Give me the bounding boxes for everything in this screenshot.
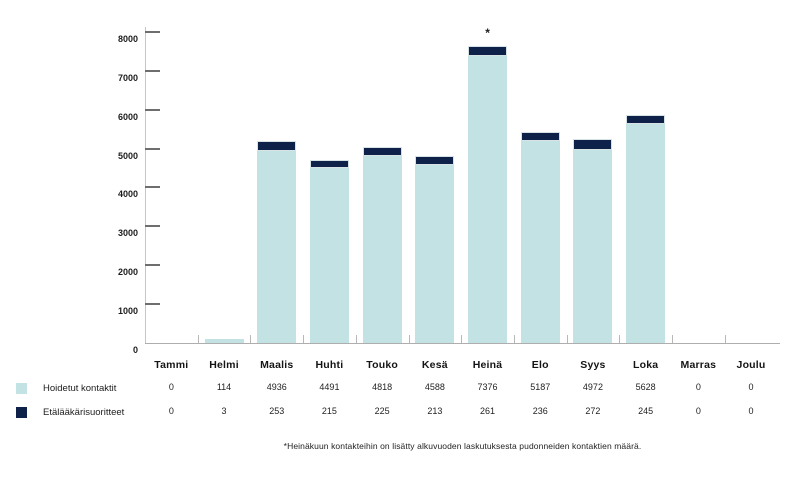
bar-segment-etalaakarisuoritteet: [362, 146, 402, 156]
y-axis-tick: [145, 225, 160, 228]
bar-segment-hoidetut-kontaktit: [362, 155, 402, 343]
table-cell-hoidetut-kontaktit: 4972: [582, 382, 603, 392]
table-cell-etalaakarisuoritteet: 225: [374, 406, 390, 416]
x-axis-line: [145, 343, 780, 344]
bar-segment-hoidetut-kontaktit: [309, 168, 349, 343]
y-axis-tick-label: 0: [132, 345, 138, 355]
y-axis-tick-label: 7000: [117, 72, 138, 83]
x-axis-tick: [197, 335, 199, 343]
x-axis-tick: [724, 335, 726, 343]
bar-segment-etalaakarisuoritteet: [257, 141, 297, 152]
x-axis-tick: [672, 335, 673, 343]
y-axis-tick: [145, 147, 160, 150]
x-axis-tick: [619, 335, 621, 343]
legend-label-etalaakarisuoritteet: Etälääkärisuoritteet: [43, 407, 125, 418]
bar-segment-hoidetut-kontaktit: [257, 151, 297, 343]
bar-segment-hoidetut-kontaktit: [204, 338, 244, 343]
table-cell-hoidetut-kontaktit: 114: [216, 382, 232, 392]
y-axis-tick: [145, 108, 160, 111]
table-cell-etalaakarisuoritteet: 3: [221, 406, 227, 416]
bar-segment-etalaakarisuoritteet: [468, 46, 508, 57]
table-cell-etalaakarisuoritteet: 236: [532, 406, 548, 416]
x-axis-tick: [461, 335, 463, 343]
bar-annotation-asterisk: *: [485, 26, 490, 41]
table-cell-etalaakarisuoritteet: 213: [427, 406, 443, 416]
table-cell-etalaakarisuoritteet: 253: [269, 406, 285, 416]
bar-segment-hoidetut-kontaktit: [573, 149, 613, 343]
x-axis-label: Joulu: [736, 359, 766, 371]
y-axis-tick-label: 5000: [117, 150, 138, 161]
y-axis-line: [145, 27, 146, 343]
x-axis-tick: [250, 335, 252, 343]
bar-segment-hoidetut-kontaktit: [520, 141, 560, 343]
table-cell-etalaakarisuoritteet: 245: [638, 406, 654, 416]
y-axis-tick-label: 1000: [117, 306, 138, 317]
x-axis-label: Huhti: [315, 359, 344, 371]
x-axis-label: Kesä: [421, 359, 448, 371]
bar-segment-etalaakarisuoritteet: [573, 139, 613, 150]
y-axis-tick-label: 2000: [117, 267, 138, 278]
table-cell-hoidetut-kontaktit: 5187: [530, 382, 551, 392]
legend-swatch-hoidetut-kontaktit: [16, 383, 27, 394]
table-cell-etalaakarisuoritteet: 0: [168, 406, 174, 416]
x-axis-label: Helmi: [209, 359, 239, 371]
x-axis-label: Maalis: [260, 359, 294, 371]
table-cell-hoidetut-kontaktit: 0: [748, 382, 754, 392]
y-axis-tick: [145, 69, 160, 72]
legend-swatch-etalaakarisuoritteet: [16, 407, 27, 418]
x-axis-label: Marras: [680, 359, 717, 371]
x-axis-tick: [513, 335, 515, 343]
table-cell-hoidetut-kontaktit: 4588: [424, 382, 445, 392]
y-axis-tick-label: 6000: [117, 111, 138, 122]
table-cell-etalaakarisuoritteet: 261: [480, 406, 496, 416]
x-axis-label: Loka: [632, 359, 659, 371]
bar-segment-etalaakarisuoritteet: [309, 160, 349, 169]
table-cell-hoidetut-kontaktit: 4818: [372, 382, 393, 392]
x-axis-tick: [408, 335, 410, 343]
x-axis-tick: [566, 335, 568, 343]
table-cell-etalaakarisuoritteet: 0: [695, 406, 701, 416]
table-cell-hoidetut-kontaktit: 5628: [635, 382, 656, 392]
x-axis-label: Heinä: [472, 359, 503, 371]
legend-label-hoidetut-kontaktit: Hoidetut kontaktit: [43, 383, 117, 394]
y-axis-tick-label: 8000: [117, 33, 138, 44]
table-cell-etalaakarisuoritteet: 272: [585, 406, 601, 416]
x-axis-label: Elo: [531, 359, 549, 371]
x-axis-tick: [355, 335, 357, 343]
x-axis-label: Touko: [366, 359, 398, 371]
y-axis-tick-label: 3000: [117, 228, 138, 239]
x-axis-tick: [303, 335, 305, 343]
bar-segment-hoidetut-kontaktit: [468, 56, 508, 343]
bar-segment-etalaakarisuoritteet: [415, 156, 455, 165]
table-cell-hoidetut-kontaktit: 0: [695, 382, 701, 392]
table-cell-hoidetut-kontaktit: 7376: [477, 382, 498, 392]
table-cell-hoidetut-kontaktit: 4936: [266, 382, 287, 392]
y-axis-tick: [145, 186, 160, 189]
bar-segment-etalaakarisuoritteet: [520, 132, 560, 142]
table-cell-etalaakarisuoritteet: 215: [321, 406, 337, 416]
bar-segment-hoidetut-kontaktit: [415, 164, 455, 343]
table-cell-hoidetut-kontaktit: 0: [168, 382, 174, 392]
y-axis-tick: [145, 264, 160, 267]
x-axis-label: Tammi: [154, 359, 189, 371]
table-cell-etalaakarisuoritteet: 0: [748, 406, 754, 416]
y-axis-tick: [145, 30, 160, 33]
x-axis-label: Syys: [580, 359, 606, 371]
y-axis-tick: [145, 303, 160, 306]
table-cell-hoidetut-kontaktit: 4491: [319, 382, 340, 392]
footnote: *Heinäkuun kontakteihin on lisätty alkuv…: [283, 441, 642, 451]
y-axis-tick-label: 4000: [117, 189, 138, 200]
bar-segment-hoidetut-kontaktit: [626, 124, 666, 343]
bar-segment-etalaakarisuoritteet: [626, 114, 666, 125]
